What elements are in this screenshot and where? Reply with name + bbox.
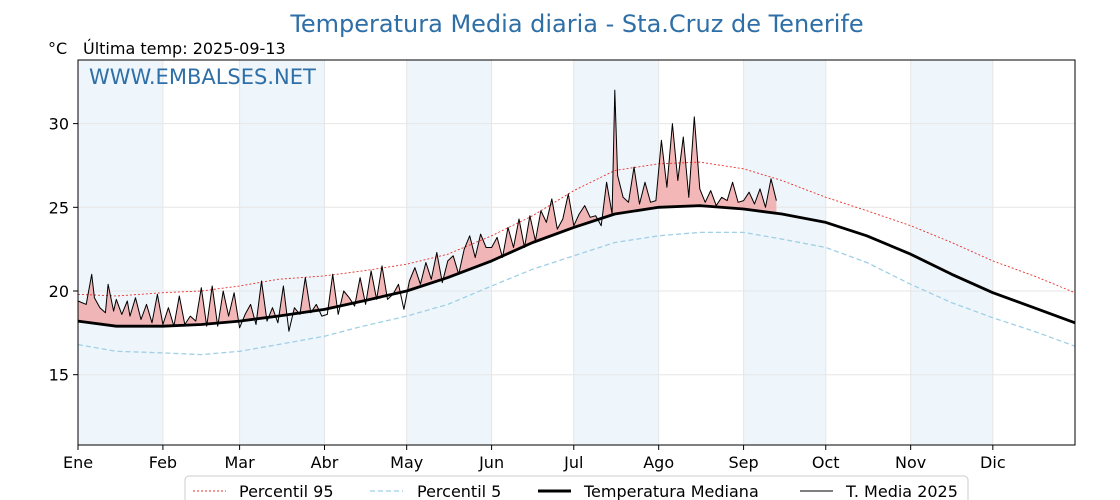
legend-box bbox=[184, 475, 969, 500]
x-tick-label: Ago bbox=[643, 453, 674, 472]
month-band-mar bbox=[239, 60, 325, 445]
series-mediana bbox=[77, 204, 1076, 328]
y-tick-label: 15 bbox=[49, 366, 69, 385]
x-tick-label: Jul bbox=[563, 453, 583, 472]
legend: Percentil 95 Percentil 5 Temperatura Med… bbox=[184, 475, 969, 500]
y-tick-label: 30 bbox=[49, 115, 69, 134]
month-band-jul bbox=[573, 60, 659, 445]
y-unit-label: °C bbox=[48, 39, 67, 58]
x-tick-label: Jun bbox=[478, 453, 504, 472]
above-median-fill bbox=[78, 90, 777, 327]
series-percentil-5 bbox=[77, 231, 1076, 356]
month-band-sep bbox=[743, 60, 826, 445]
x-tick-label: Ene bbox=[63, 453, 93, 472]
last-temp-label: Última temp: 2025-09-13 bbox=[83, 39, 286, 58]
chart-title: Temperatura Media diaria - Sta.Cruz de T… bbox=[289, 10, 863, 38]
x-axis: Ene Feb Mar Abr May Jun Jul Ago Sep Oct Nov Dic bbox=[63, 445, 1006, 472]
legend-label-p95: Percentil 95 bbox=[239, 482, 334, 500]
legend-label-median: Temperatura Mediana bbox=[583, 482, 759, 500]
month-band-ene bbox=[78, 60, 163, 445]
x-tick-label: Sep bbox=[729, 453, 759, 472]
x-tick-label: Oct bbox=[812, 453, 840, 472]
series-lines bbox=[77, 89, 1076, 356]
x-tick-label: May bbox=[390, 453, 423, 472]
plot-frame bbox=[77, 59, 1076, 446]
above-median-area bbox=[78, 90, 777, 327]
x-tick-label: Abr bbox=[311, 453, 339, 472]
x-tick-label: Mar bbox=[225, 453, 256, 472]
series-media-2025 bbox=[77, 89, 777, 332]
y-axis: 15 20 25 30 bbox=[49, 115, 78, 385]
watermark-text: WWW.EMBALSES.NET bbox=[89, 65, 316, 89]
legend-label-2025: T. Media 2025 bbox=[845, 482, 958, 500]
x-tick-label: Dic bbox=[980, 453, 1006, 472]
y-tick-label: 20 bbox=[49, 282, 69, 301]
x-tick-label: Nov bbox=[895, 453, 926, 472]
month-bands bbox=[78, 60, 993, 445]
x-tick-label: Feb bbox=[149, 453, 177, 472]
legend-label-p5: Percentil 5 bbox=[417, 482, 501, 500]
y-tick-label: 25 bbox=[49, 198, 69, 217]
month-band-nov bbox=[910, 60, 993, 445]
